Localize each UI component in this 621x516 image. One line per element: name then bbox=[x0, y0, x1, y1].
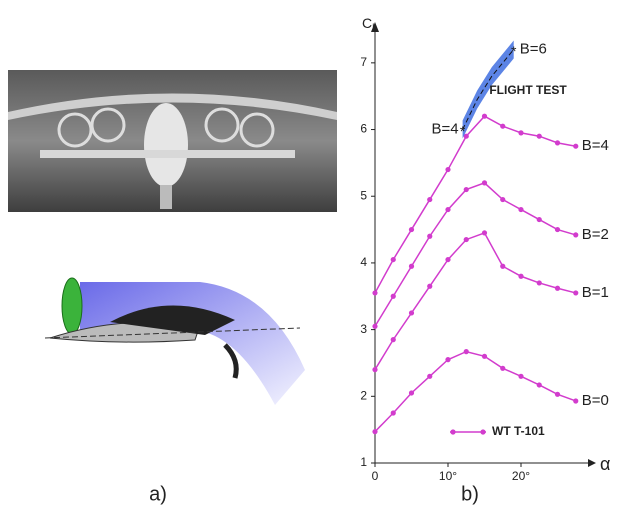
point bbox=[500, 124, 505, 129]
point bbox=[482, 354, 487, 359]
point bbox=[500, 264, 505, 269]
point bbox=[537, 217, 542, 222]
point bbox=[518, 130, 523, 135]
point bbox=[464, 349, 469, 354]
point bbox=[555, 392, 560, 397]
point bbox=[445, 357, 450, 362]
y-tick-label: 6 bbox=[360, 122, 367, 136]
legend-point bbox=[450, 429, 455, 434]
point bbox=[409, 390, 414, 395]
point bbox=[427, 284, 432, 289]
flight-label: FLIGHT TEST bbox=[489, 83, 567, 97]
legend-label: WT T-101 bbox=[492, 424, 545, 438]
point bbox=[391, 337, 396, 342]
x-tick-label: 10° bbox=[439, 469, 457, 483]
point bbox=[537, 280, 542, 285]
x-tick-label: 20° bbox=[512, 469, 530, 483]
point bbox=[372, 367, 377, 372]
annotation: B=4 bbox=[431, 121, 458, 138]
series-label: B=4 bbox=[582, 137, 609, 154]
point bbox=[573, 232, 578, 237]
photo bbox=[8, 70, 337, 212]
point bbox=[482, 230, 487, 235]
point bbox=[500, 366, 505, 371]
point bbox=[518, 274, 523, 279]
x-tick-label: 0 bbox=[372, 469, 379, 483]
y-tick-label: 2 bbox=[360, 388, 367, 402]
flow-diagram bbox=[45, 278, 305, 405]
point bbox=[555, 227, 560, 232]
series-line bbox=[375, 183, 576, 326]
star: * bbox=[460, 123, 466, 139]
point bbox=[427, 374, 432, 379]
point bbox=[573, 398, 578, 403]
point bbox=[445, 207, 450, 212]
y-label-main: C bbox=[362, 15, 372, 31]
series-line bbox=[375, 116, 576, 293]
point bbox=[464, 237, 469, 242]
figure: a) b) CL α 1234567010°20°B=0B=1B=2B=4*B=… bbox=[0, 0, 621, 516]
point bbox=[555, 140, 560, 145]
point bbox=[500, 197, 505, 202]
point bbox=[537, 134, 542, 139]
series-label: B=2 bbox=[582, 226, 609, 243]
point bbox=[409, 264, 414, 269]
point bbox=[391, 257, 396, 262]
point bbox=[482, 180, 487, 185]
point bbox=[391, 410, 396, 415]
annotation: B=6 bbox=[520, 40, 547, 57]
point bbox=[464, 187, 469, 192]
y-tick-label: 1 bbox=[360, 455, 367, 469]
point bbox=[482, 114, 487, 119]
point bbox=[445, 257, 450, 262]
point bbox=[427, 197, 432, 202]
point bbox=[573, 290, 578, 295]
point bbox=[372, 324, 377, 329]
point bbox=[518, 374, 523, 379]
legend-point bbox=[480, 429, 485, 434]
y-tick-label: 3 bbox=[360, 322, 367, 336]
series-line bbox=[375, 233, 576, 370]
point bbox=[409, 310, 414, 315]
panel-label: b) bbox=[461, 483, 479, 505]
panel-label: a) bbox=[149, 483, 167, 505]
point bbox=[518, 207, 523, 212]
y-tick-label: 5 bbox=[360, 188, 367, 202]
point bbox=[555, 286, 560, 291]
series-line bbox=[375, 352, 576, 432]
y-tick-label: 4 bbox=[360, 255, 367, 269]
point bbox=[409, 227, 414, 232]
point bbox=[445, 167, 450, 172]
x-axis-label: α bbox=[600, 454, 610, 474]
point bbox=[372, 290, 377, 295]
point bbox=[391, 294, 396, 299]
point bbox=[372, 429, 377, 434]
point bbox=[427, 234, 432, 239]
point bbox=[537, 382, 542, 387]
series-label: B=1 bbox=[582, 284, 609, 301]
point bbox=[573, 144, 578, 149]
y-tick-label: 7 bbox=[360, 55, 367, 69]
star: * bbox=[511, 43, 517, 59]
series-label: B=0 bbox=[582, 392, 609, 409]
